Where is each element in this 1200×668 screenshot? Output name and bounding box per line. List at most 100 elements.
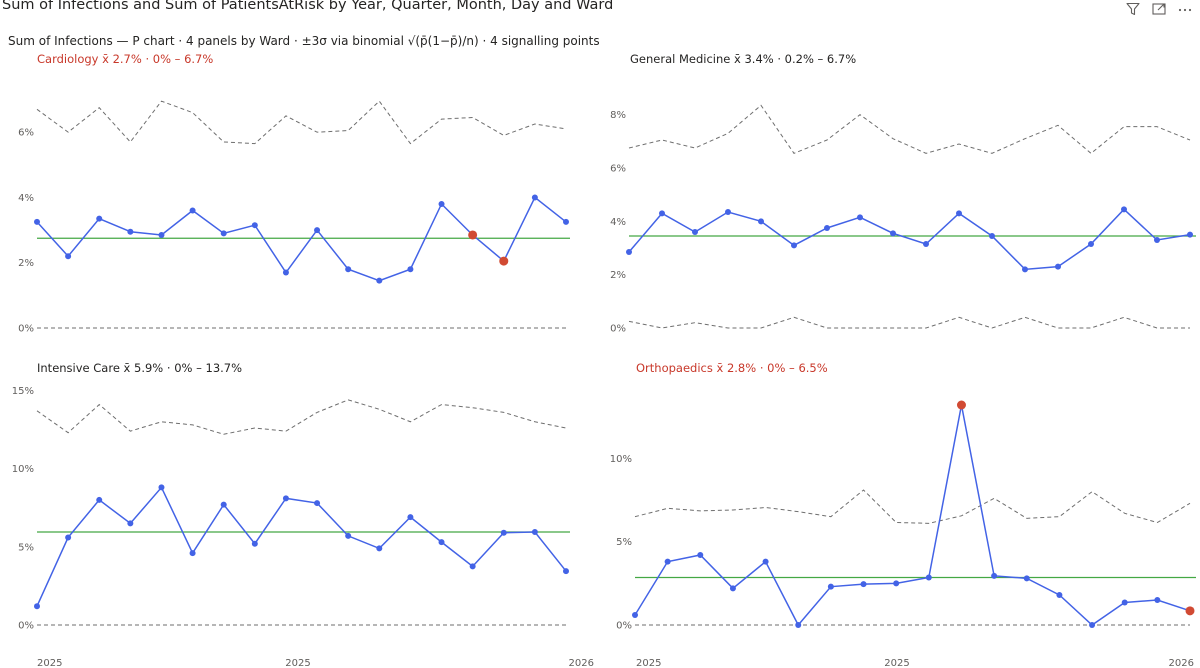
data-point [282, 269, 289, 276]
y-tick-label: 10% [610, 454, 632, 465]
data-point [659, 210, 665, 217]
data-point [893, 580, 900, 587]
panel-title: Intensive Care x̄ 5.9% · 0% – 13.7% [37, 361, 242, 375]
ucl-line [634, 489, 1191, 524]
data-point [1023, 575, 1030, 582]
data-point [1154, 237, 1160, 243]
data-point [1056, 592, 1063, 598]
data-point [626, 249, 632, 255]
data-point [65, 534, 72, 541]
visual-header-toolbar [1124, 0, 1194, 18]
data-point [1055, 263, 1061, 270]
y-tick-label: 0% [18, 324, 34, 335]
more-options-icon[interactable] [1176, 0, 1194, 18]
data-point [438, 539, 445, 546]
data-point [758, 218, 764, 225]
data-line [628, 208, 1191, 271]
data-point [376, 545, 383, 552]
signal-point [1185, 606, 1195, 616]
data-point [531, 194, 538, 201]
data-point [824, 225, 830, 231]
x-tick-label: 2025 [636, 658, 661, 668]
data-point [158, 484, 165, 491]
signal-point [468, 230, 478, 240]
data-point [956, 210, 962, 217]
y-tick-label: 4% [610, 217, 626, 228]
data-point [991, 572, 998, 579]
ucl-line [36, 100, 567, 145]
data-point [1022, 266, 1028, 273]
data-point [314, 500, 321, 507]
data-point [827, 583, 834, 590]
data-point [220, 230, 227, 237]
data-point [725, 209, 731, 215]
data-point [890, 230, 896, 237]
data-point [857, 214, 863, 221]
x-tick-label: 2025 [884, 658, 909, 668]
data-point [563, 218, 569, 225]
panel-title: Orthopaedics x̄ 2.8% · 0% – 6.5% [636, 361, 828, 375]
data-point [729, 585, 736, 592]
y-tick-label: 2% [610, 270, 626, 281]
signal-point [499, 256, 509, 266]
y-tick-label: 2% [18, 258, 34, 269]
data-point [127, 520, 134, 527]
y-tick-label: 6% [610, 164, 626, 175]
data-point [989, 233, 995, 239]
data-point [1187, 231, 1193, 238]
y-tick-label: 0% [616, 621, 632, 632]
chart-subtitle: Sum of Infections — P chart · 4 panels b… [8, 34, 600, 48]
data-point [189, 550, 196, 557]
data-point [1121, 599, 1128, 606]
data-point [438, 200, 445, 207]
data-point [407, 514, 414, 521]
data-point [158, 231, 165, 238]
y-tick-label: 15% [12, 386, 34, 397]
data-point [96, 215, 103, 222]
data-point [220, 501, 227, 508]
data-point [251, 222, 258, 229]
y-tick-label: 0% [610, 324, 626, 335]
x-tick-label: 2025 [37, 658, 62, 668]
y-tick-label: 0% [18, 621, 34, 632]
filter-icon[interactable] [1124, 0, 1142, 18]
data-point [34, 218, 40, 225]
focus-mode-icon[interactable] [1150, 0, 1168, 18]
data-point [500, 529, 507, 536]
x-tick-label: 2026 [1169, 658, 1194, 668]
data-point [34, 603, 40, 610]
data-point [345, 266, 352, 273]
panel-title: Cardiology x̄ 2.7% · 0% – 6.7% [37, 52, 213, 66]
y-tick-label: 6% [18, 128, 34, 139]
data-point [314, 227, 321, 234]
data-point [664, 558, 671, 565]
data-point [1088, 241, 1094, 247]
data-point [96, 496, 103, 503]
visual-title: Sum of Infections and Sum of PatientsAtR… [2, 0, 614, 13]
data-line [634, 404, 1191, 627]
data-point [127, 228, 134, 235]
data-point [65, 253, 72, 260]
data-point [531, 528, 538, 535]
data-line [36, 196, 567, 282]
data-point [469, 563, 476, 570]
data-point [189, 207, 196, 214]
data-point [563, 568, 569, 575]
data-point [1121, 206, 1127, 213]
data-point [632, 612, 638, 618]
lcl-line [628, 316, 1190, 329]
y-tick-label: 5% [18, 542, 34, 553]
y-tick-label: 8% [610, 110, 626, 121]
ucl-line [36, 399, 567, 435]
data-point [692, 229, 698, 235]
data-point [923, 241, 929, 247]
ucl-line [628, 104, 1191, 154]
y-tick-label: 4% [18, 193, 34, 204]
data-point [251, 540, 258, 547]
data-point [925, 574, 932, 581]
data-point [407, 266, 414, 273]
data-point [376, 277, 383, 284]
panel-title: General Medicine x̄ 3.4% · 0.2% – 6.7% [630, 52, 856, 66]
y-tick-label: 5% [616, 537, 632, 548]
